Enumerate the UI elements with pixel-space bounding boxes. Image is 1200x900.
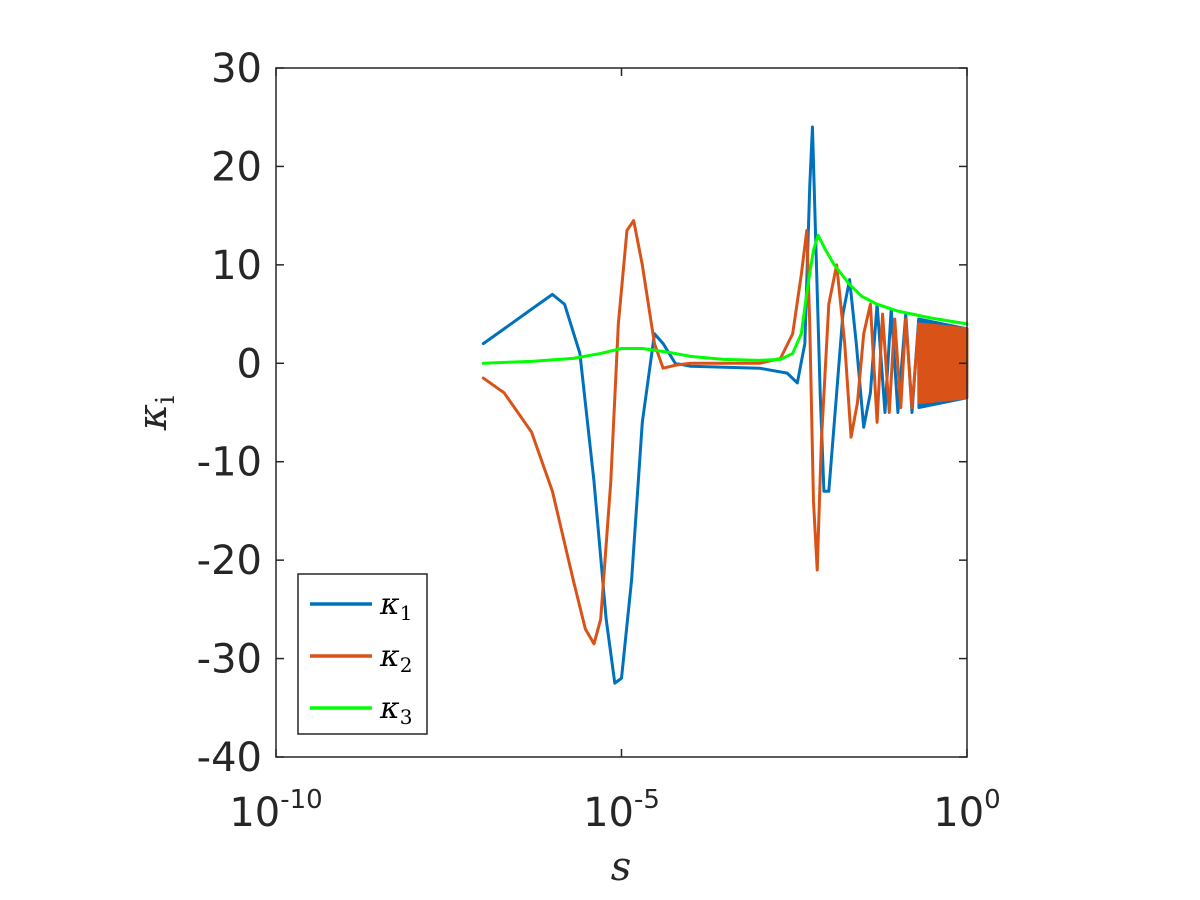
- x-axis-label: s: [611, 844, 632, 890]
- x-tick-label-1: 10-5: [583, 785, 660, 836]
- series-line-3: [481, 233, 969, 365]
- y-axis-label-base: κ: [130, 404, 176, 431]
- series-line-2: [481, 219, 969, 646]
- y-tick-label-2: 10: [211, 243, 262, 289]
- y-tick-label-7: -40: [197, 735, 262, 781]
- y-tick-label-6: -30: [197, 637, 262, 683]
- y-axis-label: κi: [130, 396, 181, 432]
- y-axis-label-sub: i: [151, 396, 181, 404]
- y-tick-label-4: -10: [197, 440, 262, 486]
- x-tick-label-2: 100: [933, 785, 1000, 836]
- legend-label-3: κ3: [379, 691, 412, 729]
- y-tick-label-5: -20: [197, 538, 262, 584]
- y-tick-label-3: 0: [237, 341, 262, 387]
- y-tick-label-1: 20: [211, 144, 262, 190]
- y-tick-label-0: 30: [211, 46, 262, 92]
- series-layer: [481, 125, 969, 685]
- legend: κ1 κ2 κ3: [297, 573, 428, 735]
- x-tick-label-0: 10-10: [229, 785, 322, 836]
- legend-label-2: κ2: [379, 639, 412, 677]
- legend-label-1: κ1: [379, 587, 412, 625]
